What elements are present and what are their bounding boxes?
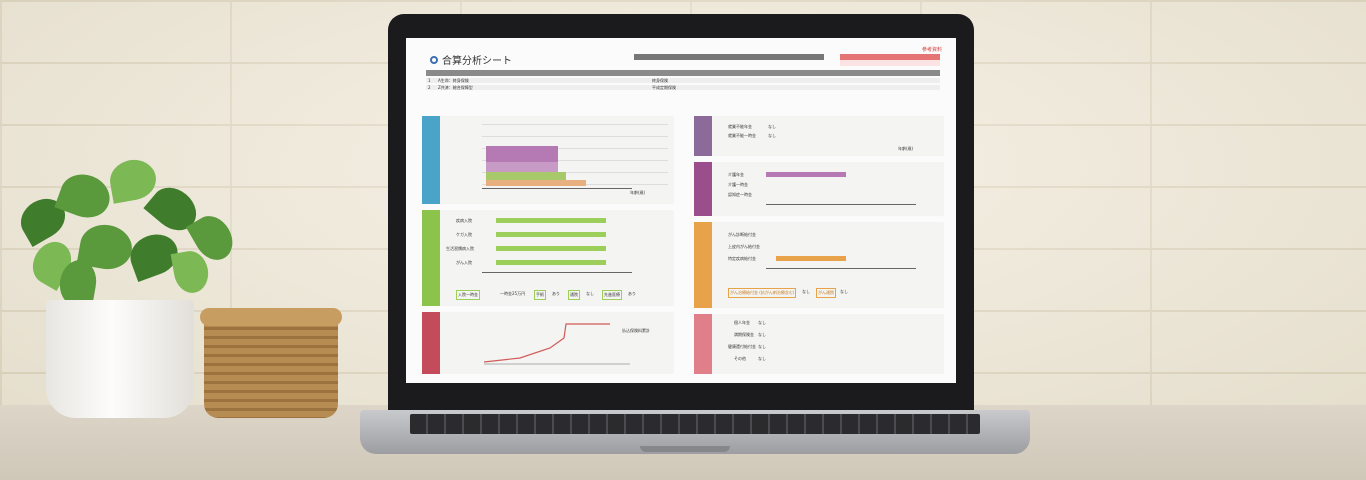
laptop-keyboard bbox=[410, 414, 980, 434]
premium-line bbox=[483, 323, 610, 363]
summary-header bbox=[634, 54, 824, 60]
hospital-bar bbox=[496, 218, 606, 223]
other-tab bbox=[694, 314, 712, 374]
hospital-bar bbox=[496, 246, 606, 251]
laptop-screen: 合算分析シート 参考資料 1 A生命：終身保険 終身保険 2 Z共済：総合保障型… bbox=[406, 38, 956, 383]
cancer-panel: がん診断給付金 上皮内がん給付金 特定疾病給付金 がん治療給付金 (抗がん剤治療… bbox=[694, 222, 944, 308]
x-axis bbox=[482, 188, 632, 189]
death-coverage-panel: 年齢(歳) bbox=[422, 116, 674, 204]
flower-pot bbox=[46, 300, 194, 418]
hospital-bar bbox=[496, 260, 606, 265]
premium-line-chart bbox=[483, 323, 630, 365]
premium-header bbox=[840, 54, 940, 60]
wicker-basket-lid bbox=[200, 308, 342, 326]
disability-tab bbox=[694, 116, 712, 156]
medical-coverage-panel: 疾病入院 ケガ入院 生活習慣病入院 がん入院 入院一時金 一時金25万円 手術 … bbox=[422, 210, 674, 306]
policy-table-header bbox=[426, 70, 940, 76]
savings-panel: 払込保険料累計 bbox=[422, 312, 674, 374]
care-panel: 介護年金 介護一時金 認知症一時金 bbox=[694, 162, 944, 216]
laptop-notch bbox=[640, 446, 730, 452]
coverage-bar bbox=[486, 146, 558, 162]
coverage-bar bbox=[486, 180, 586, 186]
hospital-bar bbox=[496, 232, 606, 237]
x-axis bbox=[766, 268, 916, 269]
document-title: 合算分析シート bbox=[430, 52, 512, 67]
x-axis bbox=[482, 272, 632, 273]
reference-note: 参考資料 bbox=[921, 47, 942, 53]
cancer-bar bbox=[776, 256, 846, 261]
other-panel: 個人年金 なし 満期保険金 なし 健康還付給付金 なし その他 なし bbox=[694, 314, 944, 374]
medical-tab bbox=[422, 210, 440, 306]
death-tab bbox=[422, 116, 440, 204]
premium-values bbox=[840, 60, 940, 66]
wicker-basket bbox=[204, 312, 338, 418]
policy-row: 2 Z共済：総合保障型 平成定期保険 bbox=[426, 85, 940, 90]
care-bar bbox=[766, 172, 846, 177]
savings-tab bbox=[422, 312, 440, 374]
cancer-tab bbox=[694, 222, 712, 308]
coverage-bar bbox=[486, 172, 566, 180]
x-axis bbox=[766, 204, 916, 205]
policy-row: 1 A生命：終身保険 終身保険 bbox=[426, 78, 940, 83]
coverage-bar bbox=[486, 162, 558, 172]
search-icon bbox=[430, 55, 438, 64]
care-tab bbox=[694, 162, 712, 216]
disability-panel: 就業不能年金 なし 就業不能一時金 なし 年齢(歳) bbox=[694, 116, 944, 156]
